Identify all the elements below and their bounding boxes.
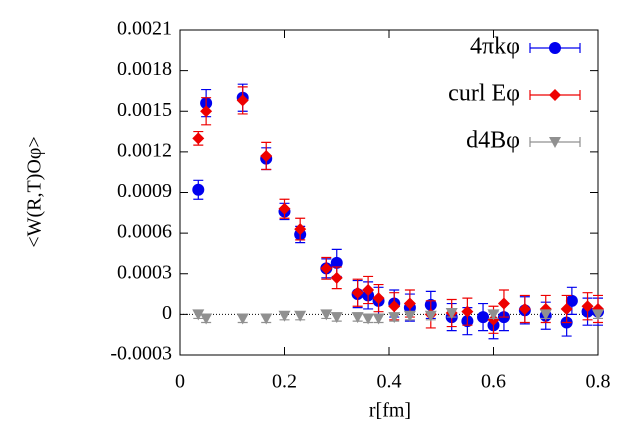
point	[560, 302, 573, 315]
point	[260, 313, 273, 325]
point	[477, 311, 490, 324]
point	[320, 262, 333, 275]
legend-marker	[549, 42, 561, 54]
point	[461, 305, 474, 318]
point	[372, 313, 385, 325]
point	[403, 310, 416, 322]
point	[445, 308, 458, 320]
legend-marker	[549, 89, 561, 101]
point	[294, 310, 307, 322]
point	[362, 313, 375, 325]
x-tick-label: 0	[175, 371, 185, 393]
point	[351, 286, 364, 299]
y-tick-label: 0.0003	[117, 261, 172, 283]
point	[497, 297, 510, 310]
point	[320, 309, 333, 321]
point	[518, 302, 531, 315]
point	[351, 312, 364, 324]
y-tick-label: 0.0012	[117, 139, 172, 161]
point	[403, 297, 416, 310]
y-tick-label: 0	[162, 302, 172, 324]
point	[388, 312, 401, 324]
point	[200, 105, 213, 118]
point	[372, 292, 385, 305]
point	[192, 132, 205, 145]
legend-marker	[549, 137, 561, 148]
point	[192, 183, 205, 196]
legend-label: curl Eφ	[448, 81, 520, 107]
point	[330, 256, 343, 269]
point	[260, 149, 273, 162]
point	[294, 223, 307, 236]
point	[236, 94, 249, 107]
x-tick-label: 0.6	[481, 371, 506, 393]
point	[330, 271, 343, 284]
legend-label: 4πkφ	[470, 34, 520, 60]
y-tick-label: 0.0018	[117, 58, 172, 80]
y-tick-label: 0.0009	[117, 180, 172, 202]
point	[581, 300, 594, 313]
x-tick-label: 0.2	[272, 371, 297, 393]
point	[539, 309, 552, 321]
y-axis-label: <W(R,T)Oφ>	[24, 136, 46, 247]
point	[424, 310, 437, 322]
y-tick-label: -0.0003	[110, 343, 172, 365]
point	[388, 300, 401, 313]
x-tick-label: 0.4	[377, 371, 402, 393]
legend-label: d4Bφ	[466, 128, 520, 154]
point	[592, 309, 604, 321]
point	[236, 313, 249, 325]
point	[192, 309, 205, 321]
point	[330, 312, 343, 324]
x-tick-label: 0.8	[586, 371, 611, 393]
point	[278, 202, 291, 215]
point	[362, 284, 375, 296]
point	[200, 313, 213, 325]
point	[278, 310, 291, 322]
y-tick-label: 0.0021	[117, 18, 172, 40]
y-tick-label: 0.0006	[117, 221, 172, 243]
point	[487, 309, 500, 321]
point	[565, 294, 578, 307]
y-tick-label: 0.0015	[117, 99, 172, 121]
x-axis-label: r[fm]	[369, 400, 411, 422]
